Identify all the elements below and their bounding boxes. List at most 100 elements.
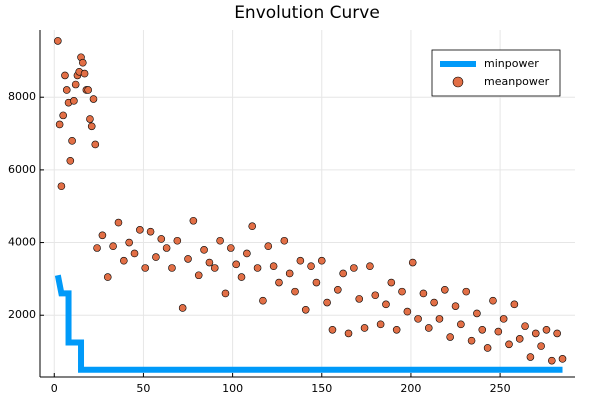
y-tick-label: 2000: [8, 308, 36, 321]
point: [376, 320, 385, 329]
point: [80, 69, 89, 78]
point: [435, 315, 444, 323]
x-tick-label: 200: [400, 382, 421, 395]
point: [462, 287, 471, 296]
point: [248, 222, 257, 231]
point: [253, 264, 262, 272]
point: [446, 333, 454, 341]
point: [323, 298, 331, 307]
point: [68, 137, 76, 145]
point: [430, 298, 438, 307]
point: [494, 327, 503, 336]
point: [71, 80, 80, 89]
point: [87, 122, 96, 131]
line: [54, 274, 563, 373]
point: [152, 253, 160, 261]
point: [232, 260, 240, 269]
y-tick-label: 4000: [8, 236, 36, 249]
point: [243, 249, 251, 258]
x-tick-label: 50: [136, 382, 150, 395]
point: [200, 246, 208, 254]
point: [371, 291, 380, 300]
point: [355, 295, 364, 303]
point: [398, 287, 406, 296]
point: [542, 325, 551, 334]
point: [392, 325, 401, 334]
point: [301, 305, 310, 314]
point: [89, 95, 98, 103]
point: [360, 324, 369, 332]
point: [467, 336, 476, 345]
point: [227, 244, 235, 252]
point: [408, 258, 417, 267]
point: [136, 226, 144, 234]
point: [70, 97, 78, 105]
point: [515, 335, 524, 343]
point: [285, 269, 294, 278]
point: [173, 236, 182, 245]
point: [334, 285, 342, 294]
point: [210, 264, 219, 272]
point: [66, 157, 75, 165]
point: [168, 264, 176, 272]
point: [194, 271, 203, 280]
point: [54, 37, 62, 45]
point: [339, 269, 347, 278]
point: [93, 244, 101, 252]
point: [483, 344, 492, 352]
point: [531, 329, 540, 338]
point: [414, 315, 422, 323]
point: [307, 262, 315, 270]
legend-box: [431, 49, 561, 97]
point: [61, 71, 69, 80]
point: [424, 324, 433, 332]
y-tick-label: 8000: [8, 90, 36, 103]
x-tick-label: 0: [51, 382, 58, 395]
point: [312, 278, 321, 287]
point: [521, 322, 529, 330]
point: [86, 115, 94, 123]
point: [317, 256, 326, 265]
point: [366, 262, 374, 270]
y-tick-label: 6000: [8, 163, 36, 176]
point: [237, 273, 246, 281]
point: [162, 244, 171, 252]
point: [79, 58, 87, 67]
point: [221, 289, 230, 298]
point: [57, 182, 66, 191]
point: [558, 355, 567, 363]
x-tick-label: 150: [311, 382, 332, 395]
point: [419, 289, 428, 298]
point: [55, 120, 64, 129]
point: [189, 216, 198, 225]
point: [114, 218, 123, 227]
point: [205, 258, 214, 267]
point: [130, 249, 139, 258]
point: [275, 278, 283, 287]
point: [451, 302, 460, 310]
point: [146, 227, 155, 236]
point: [296, 256, 305, 265]
point: [350, 264, 358, 272]
point: [269, 262, 278, 270]
point: [505, 340, 513, 349]
point: [120, 256, 128, 265]
point: [344, 329, 353, 338]
point: [59, 111, 67, 120]
chart-title: Envolution Curve: [234, 3, 380, 23]
point: [84, 86, 92, 94]
point: [264, 242, 273, 250]
x-tick-label: 250: [490, 382, 511, 395]
legend-label: minpower: [484, 57, 539, 70]
point: [141, 264, 150, 272]
point: [328, 325, 337, 334]
point: [259, 296, 267, 305]
point: [98, 231, 107, 240]
point: [499, 315, 508, 323]
point: [216, 236, 224, 245]
point: [91, 140, 100, 149]
point: [157, 235, 166, 243]
point: [441, 285, 449, 294]
point: [510, 300, 519, 309]
point: [457, 320, 465, 329]
